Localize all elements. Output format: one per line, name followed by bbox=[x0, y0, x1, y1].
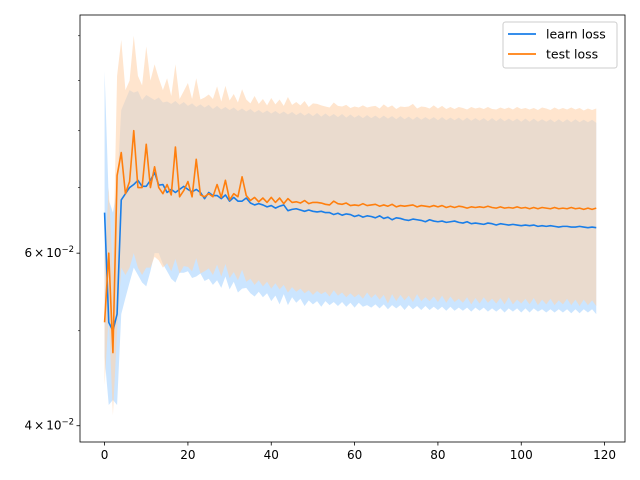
x-tick-label: 40 bbox=[264, 448, 279, 462]
plot-frame bbox=[79, 14, 626, 443]
x-tick-label: 100 bbox=[510, 448, 533, 462]
x-tick-label: 0 bbox=[101, 448, 109, 462]
x-tick-label: 80 bbox=[430, 448, 445, 462]
confidence-bands bbox=[104, 35, 597, 416]
y-tick-times: × bbox=[34, 419, 44, 433]
y-tick-times: × bbox=[34, 246, 44, 260]
y-tick-base: 10 bbox=[46, 419, 61, 433]
y-tick-exponent: −2 bbox=[61, 245, 74, 255]
y-tick-mantissa: 6 bbox=[24, 246, 32, 260]
y-tick-label: 6 × 10−2 bbox=[24, 245, 74, 260]
legend: learn loss test loss bbox=[502, 21, 618, 69]
legend-label-0: learn loss bbox=[546, 27, 606, 42]
band-series-1 bbox=[104, 35, 597, 416]
x-tick-label: 60 bbox=[347, 448, 362, 462]
y-tick-base: 10 bbox=[46, 246, 61, 260]
series-lines bbox=[103, 129, 597, 354]
x-tick-label: 20 bbox=[180, 448, 195, 462]
y-tick-exponent: −2 bbox=[61, 418, 74, 428]
y-tick-label: 4 × 10−2 bbox=[24, 418, 74, 433]
x-tick-label: 120 bbox=[593, 448, 616, 462]
y-tick-mantissa: 4 bbox=[24, 419, 32, 433]
line-series-0 bbox=[103, 171, 597, 332]
line-series-1 bbox=[103, 129, 597, 354]
legend-label-1: test loss bbox=[546, 47, 598, 62]
